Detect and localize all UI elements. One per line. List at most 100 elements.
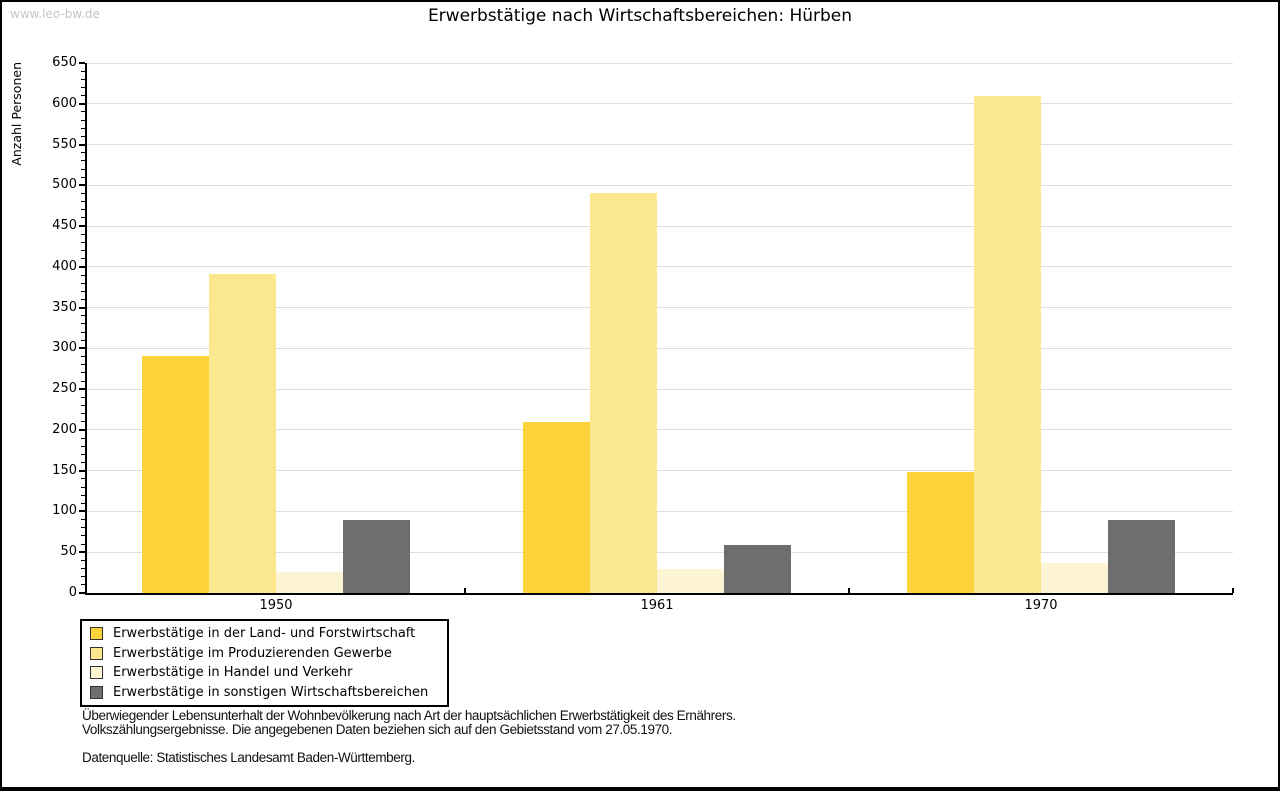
y-tick-minor (81, 356, 85, 358)
y-tick-minor (81, 502, 85, 504)
y-tick-minor (81, 95, 85, 97)
y-tick-minor (81, 78, 85, 80)
bar-series4-1961 (724, 544, 791, 593)
chart-title: Erwerbstätige nach Wirtschaftsbereichen:… (427, 6, 853, 26)
y-tick-major (79, 510, 85, 513)
watermark-url: www.leo-bw.de (10, 7, 100, 21)
x-boundary-tick (464, 588, 466, 593)
gridline (87, 103, 1233, 105)
y-tick-label: 450 (52, 218, 77, 234)
footnotes: Überwiegender Lebensunterhalt der Wohnbe… (82, 709, 736, 765)
y-tick-minor (81, 201, 85, 203)
legend-item: Erwerbstätige in der Land- und Forstwirt… (88, 624, 441, 644)
y-tick-major (79, 143, 85, 146)
y-tick-minor (81, 380, 85, 382)
y-tick-minor (81, 339, 85, 341)
y-tick-minor (81, 176, 85, 178)
y-tick-major (79, 551, 85, 554)
legend-item: Erwerbstätige in sonstigen Wirtschaftsbe… (88, 683, 441, 703)
y-tick-minor (81, 413, 85, 415)
legend-item: Erwerbstätige in Handel und Verkehr (88, 663, 441, 683)
gridline (87, 144, 1233, 146)
y-tick-major (79, 347, 85, 350)
legend-swatch-icon (90, 646, 103, 660)
footnote-line-1: Überwiegender Lebensunterhalt der Wohnbe… (82, 708, 736, 723)
y-tick-minor (81, 127, 85, 129)
y-tick-major (79, 62, 85, 64)
gridline (87, 510, 1233, 512)
y-tick-major (79, 428, 85, 431)
bar-series1-1950 (142, 355, 209, 593)
y-tick-major (79, 265, 85, 268)
y-tick-minor (81, 421, 85, 423)
bar-series4-1970 (1108, 519, 1175, 593)
y-tick-minor (81, 559, 85, 561)
bar-series2-1961 (590, 192, 657, 593)
y-tick-label: 400 (52, 258, 77, 274)
legend-label: Erwerbstätige in sonstigen Wirtschaftsbe… (113, 684, 429, 700)
bar-series1-1961 (523, 421, 590, 593)
y-tick-minor (81, 404, 85, 406)
y-tick-minor (81, 323, 85, 325)
y-tick-label: 650 (52, 55, 77, 70)
gridline (87, 266, 1233, 268)
y-tick-minor (81, 152, 85, 154)
y-tick-label: 250 (52, 381, 77, 397)
y-tick-major (79, 306, 85, 309)
gridline (87, 470, 1233, 472)
gridline (87, 347, 1233, 349)
y-tick-minor (81, 258, 85, 260)
y-tick-major (79, 102, 85, 105)
x-category-label: 1961 (640, 598, 674, 613)
y-tick-label: 350 (52, 299, 77, 315)
x-category-label: 1970 (1024, 598, 1058, 613)
y-tick-minor (81, 135, 85, 137)
y-tick-major (79, 469, 85, 472)
y-tick-major (79, 184, 85, 187)
legend-swatch-icon (90, 666, 103, 680)
y-tick-minor (81, 396, 85, 398)
y-tick-minor (81, 119, 85, 121)
y-tick-minor (81, 331, 85, 333)
y-tick-major (79, 225, 85, 228)
bar-series3-1961 (657, 568, 724, 593)
y-tick-minor (81, 527, 85, 529)
gridline (87, 307, 1233, 309)
legend-swatch-icon (90, 627, 103, 641)
y-tick-minor (81, 111, 85, 113)
gridline (87, 551, 1233, 553)
y-tick-minor (81, 486, 85, 488)
plot-area: 0 50 100 150 200 250 300 350 400 450 500 550 600 650 … (52, 55, 1234, 613)
y-tick-minor (81, 298, 85, 300)
bar-series2-1970 (974, 95, 1041, 593)
y-tick-minor (81, 160, 85, 162)
bar-series3-1950 (276, 571, 343, 593)
y-tick-minor (81, 70, 85, 72)
gridline (87, 184, 1233, 186)
y-tick-minor (81, 86, 85, 88)
y-tick-minor (81, 315, 85, 317)
y-tick-minor (81, 168, 85, 170)
gridline (87, 62, 1233, 64)
gridline (87, 388, 1233, 390)
x-boundary-tick (848, 588, 850, 593)
y-tick-minor (81, 372, 85, 374)
y-tick-minor (81, 576, 85, 578)
y-tick-minor (81, 462, 85, 464)
y-tick-minor (81, 364, 85, 366)
y-tick-minor (81, 241, 85, 243)
data-source-line: Datenquelle: Statistisches Landesamt Bad… (82, 750, 415, 765)
y-tick-major (79, 592, 85, 594)
legend-label: Erwerbstätige in der Land- und Forstwirt… (113, 626, 416, 642)
y-tick-major (79, 388, 85, 391)
y-tick-minor (81, 535, 85, 537)
bar-series3-1970 (1041, 562, 1108, 593)
y-tick-minor (81, 250, 85, 252)
bar-series1-1970 (907, 472, 974, 593)
y-tick-minor (81, 445, 85, 447)
y-tick-minor (81, 290, 85, 292)
y-tick-minor (81, 233, 85, 235)
legend: Erwerbstätige in der Land- und Forstwirt… (80, 619, 449, 707)
gridline (87, 429, 1233, 431)
